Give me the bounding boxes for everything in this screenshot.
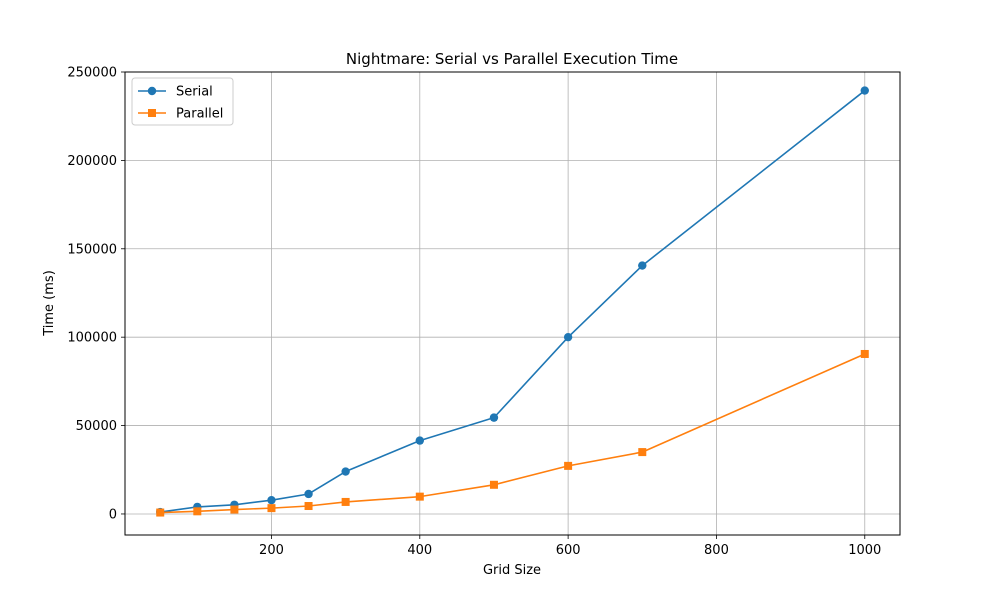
serial-data-point: [267, 495, 276, 505]
serial-data-point: [563, 332, 573, 342]
parallel-data-point: [415, 492, 424, 501]
parallel-data-point: [489, 480, 498, 489]
parallel-data-point: [638, 448, 647, 457]
grid: [125, 71, 900, 535]
serial-data-point: [341, 467, 350, 476]
legend: Serial Parallel: [131, 77, 234, 126]
x-axis-label: Grid Size: [483, 563, 541, 578]
parallel-data-point: [860, 349, 869, 358]
serial-data-point: [415, 436, 424, 445]
serial-data-point: [638, 261, 647, 270]
serial-data-point: [304, 489, 313, 499]
y-tick-label: 200000: [67, 154, 117, 169]
plot-frame: [124, 71, 901, 536]
series-layer: [156, 86, 869, 517]
y-tick-label: 100000: [67, 331, 117, 346]
x-tick-label: 800: [704, 543, 729, 558]
serial-data-point: [489, 413, 499, 422]
parallel-data-point: [230, 505, 239, 514]
parallel-legend-label: Parallel: [176, 107, 223, 122]
y-tick-label: 0: [109, 507, 117, 522]
x-tick-label: 1000: [848, 543, 881, 558]
x-tick-label: 400: [407, 543, 432, 558]
parallel-data-point: [304, 502, 313, 511]
chart-title: Nightmare: Serial vs Parallel Execution …: [346, 50, 678, 68]
y-tick-label: 150000: [67, 242, 117, 257]
parallel-data-point: [267, 504, 276, 513]
x-tick-label: 200: [259, 543, 284, 558]
parallel-data-point: [193, 507, 202, 516]
serial-series-line: [160, 89, 866, 513]
y-tick-label: 250000: [67, 66, 117, 81]
serial-legend-marker: [147, 86, 157, 96]
parallel-series-line: [160, 353, 866, 514]
parallel-data-point: [564, 461, 573, 470]
ticks: 200 400 600 800 1000 0 50000 100000 150000 200000…: [67, 66, 881, 559]
y-tick-label: 50000: [76, 419, 117, 434]
serial-data-point: [860, 86, 869, 95]
parallel-legend-marker: [148, 109, 156, 117]
x-tick-label: 600: [556, 543, 581, 558]
parallel-data-point: [156, 508, 165, 517]
y-axis-label: Time (ms): [42, 270, 57, 337]
serial-legend-label: Serial: [176, 85, 213, 100]
parallel-data-point: [341, 497, 350, 506]
